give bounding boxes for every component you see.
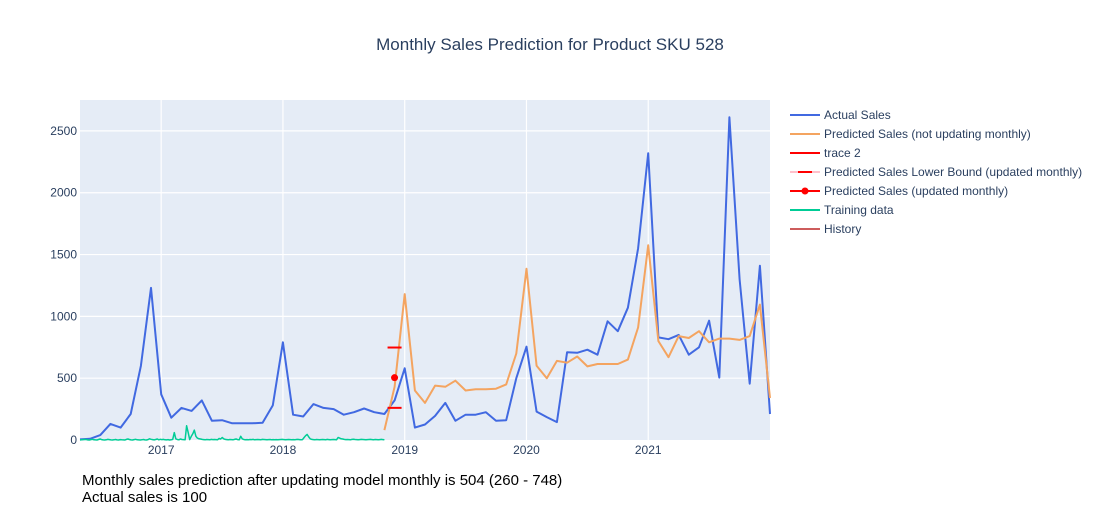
plot-area	[80, 100, 770, 440]
legend-marker	[801, 187, 809, 195]
series-layer	[79, 116, 771, 441]
grid-lines	[80, 100, 770, 440]
x-tick-label: 2018	[270, 443, 297, 457]
series-line	[79, 425, 385, 441]
chart-title: Monthly Sales Prediction for Product SKU…	[376, 35, 724, 54]
y-tick-label: 2500	[50, 124, 77, 138]
legend-item[interactable]: History	[790, 222, 861, 236]
legend-label: Actual Sales	[824, 108, 891, 122]
y-tick-label: 1500	[50, 248, 77, 262]
legend-item[interactable]: Actual Sales	[790, 108, 891, 122]
y-tick-label: 0	[70, 433, 77, 447]
legend-label: Predicted Sales (updated monthly)	[824, 184, 1008, 198]
x-tick-label: 2021	[635, 443, 662, 457]
legend-label: trace 2	[824, 146, 861, 160]
y-axis-ticks: 0 500 1000 1500 2000 2500	[50, 124, 77, 447]
legend-label: History	[824, 222, 861, 236]
annotation-line-2: Actual sales is 100	[82, 489, 208, 506]
x-tick-label: 2019	[391, 443, 418, 457]
legend-item[interactable]: trace 2	[790, 146, 861, 160]
legend-label: Predicted Sales (not updating monthly)	[824, 127, 1031, 141]
x-axis-ticks: 2017 2018 2019 2020 2021	[148, 443, 662, 457]
legend: Actual Sales Predicted Sales (not updatin…	[790, 108, 1082, 236]
y-tick-label: 500	[57, 371, 77, 385]
prediction-annotation: Monthly sales prediction after updating …	[82, 472, 562, 506]
annotation-line-1: Monthly sales prediction after updating …	[82, 472, 563, 489]
legend-label: Predicted Sales Lower Bound (updated mon…	[824, 165, 1082, 179]
legend-label: Training data	[824, 203, 894, 217]
series-point	[391, 374, 399, 382]
legend-item[interactable]: Training data	[790, 203, 894, 217]
series-line	[383, 244, 771, 431]
x-tick-label: 2020	[513, 443, 540, 457]
legend-item[interactable]: Predicted Sales Lower Bound (updated mon…	[790, 165, 1082, 179]
series-line	[79, 116, 771, 441]
x-tick-label: 2017	[148, 443, 175, 457]
legend-item[interactable]: Predicted Sales (updated monthly)	[790, 184, 1008, 198]
y-tick-label: 1000	[50, 309, 77, 323]
legend-item[interactable]: Predicted Sales (not updating monthly)	[790, 127, 1031, 141]
y-tick-label: 2000	[50, 186, 77, 200]
